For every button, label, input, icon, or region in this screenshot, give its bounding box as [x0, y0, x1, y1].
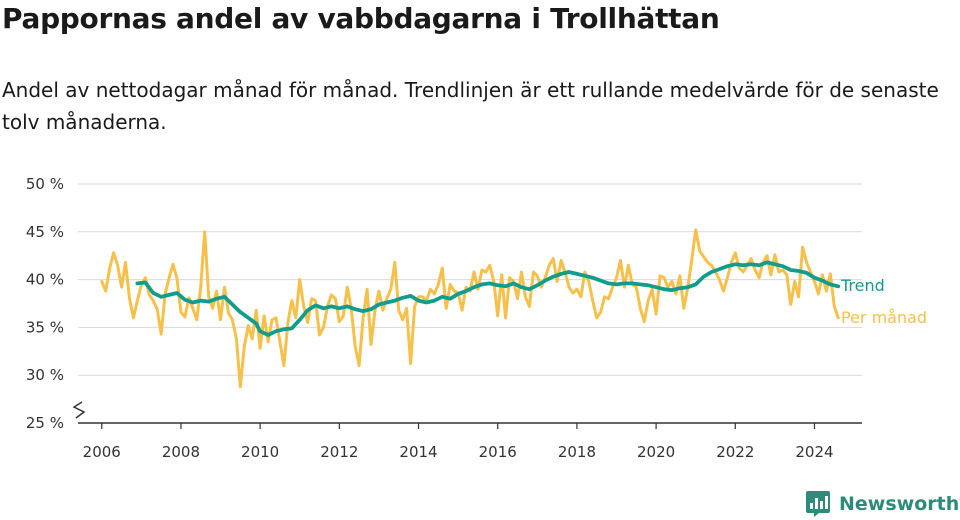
- series-line-per-manad: [100, 228, 840, 389]
- x-tick-label: 2018: [558, 443, 596, 461]
- axis-break-icon: [72, 401, 86, 419]
- bar-chart-logo-icon: [806, 491, 830, 517]
- legend-label-per-manad: Per månad: [841, 308, 927, 327]
- axes: 25 % 30 % 35 % 40 % 45 % 50 % 2006 2008 2010 2012…: [26, 175, 862, 461]
- gridlines: [78, 183, 862, 376]
- y-tick-label: 40 %: [26, 271, 64, 289]
- x-tick-label: 2024: [795, 443, 833, 461]
- x-tick-label: 2014: [399, 443, 437, 461]
- x-tick-label: 2008: [162, 443, 200, 461]
- y-tick-label: 30 %: [26, 366, 64, 384]
- x-tick-label: 2022: [716, 443, 754, 461]
- series-line-trend: [135, 260, 841, 337]
- series-labels: Trend Per månad: [840, 276, 927, 327]
- chart-subtitle: Andel av nettodagar månad för månad. Tre…: [2, 78, 939, 134]
- x-tick-label: 2016: [479, 443, 517, 461]
- brand-name: Newsworthy: [839, 493, 960, 515]
- newsworthy-logo: Newsworthy: [805, 489, 960, 519]
- y-tick-label: 50 %: [26, 175, 64, 193]
- legend-label-trend: Trend: [840, 276, 885, 295]
- x-tick-label: 2012: [320, 443, 358, 461]
- y-tick-label: 25 %: [26, 414, 64, 432]
- x-tick-label: 2010: [241, 443, 279, 461]
- x-tick-label: 2006: [83, 443, 121, 461]
- series-lines: [100, 228, 841, 389]
- x-tick-label: 2020: [637, 443, 675, 461]
- y-tick-label: 35 %: [26, 318, 64, 336]
- y-tick-label: 45 %: [26, 223, 64, 241]
- chart-title: Pappornas andel av vabbdagarna i Trollhä…: [2, 2, 720, 35]
